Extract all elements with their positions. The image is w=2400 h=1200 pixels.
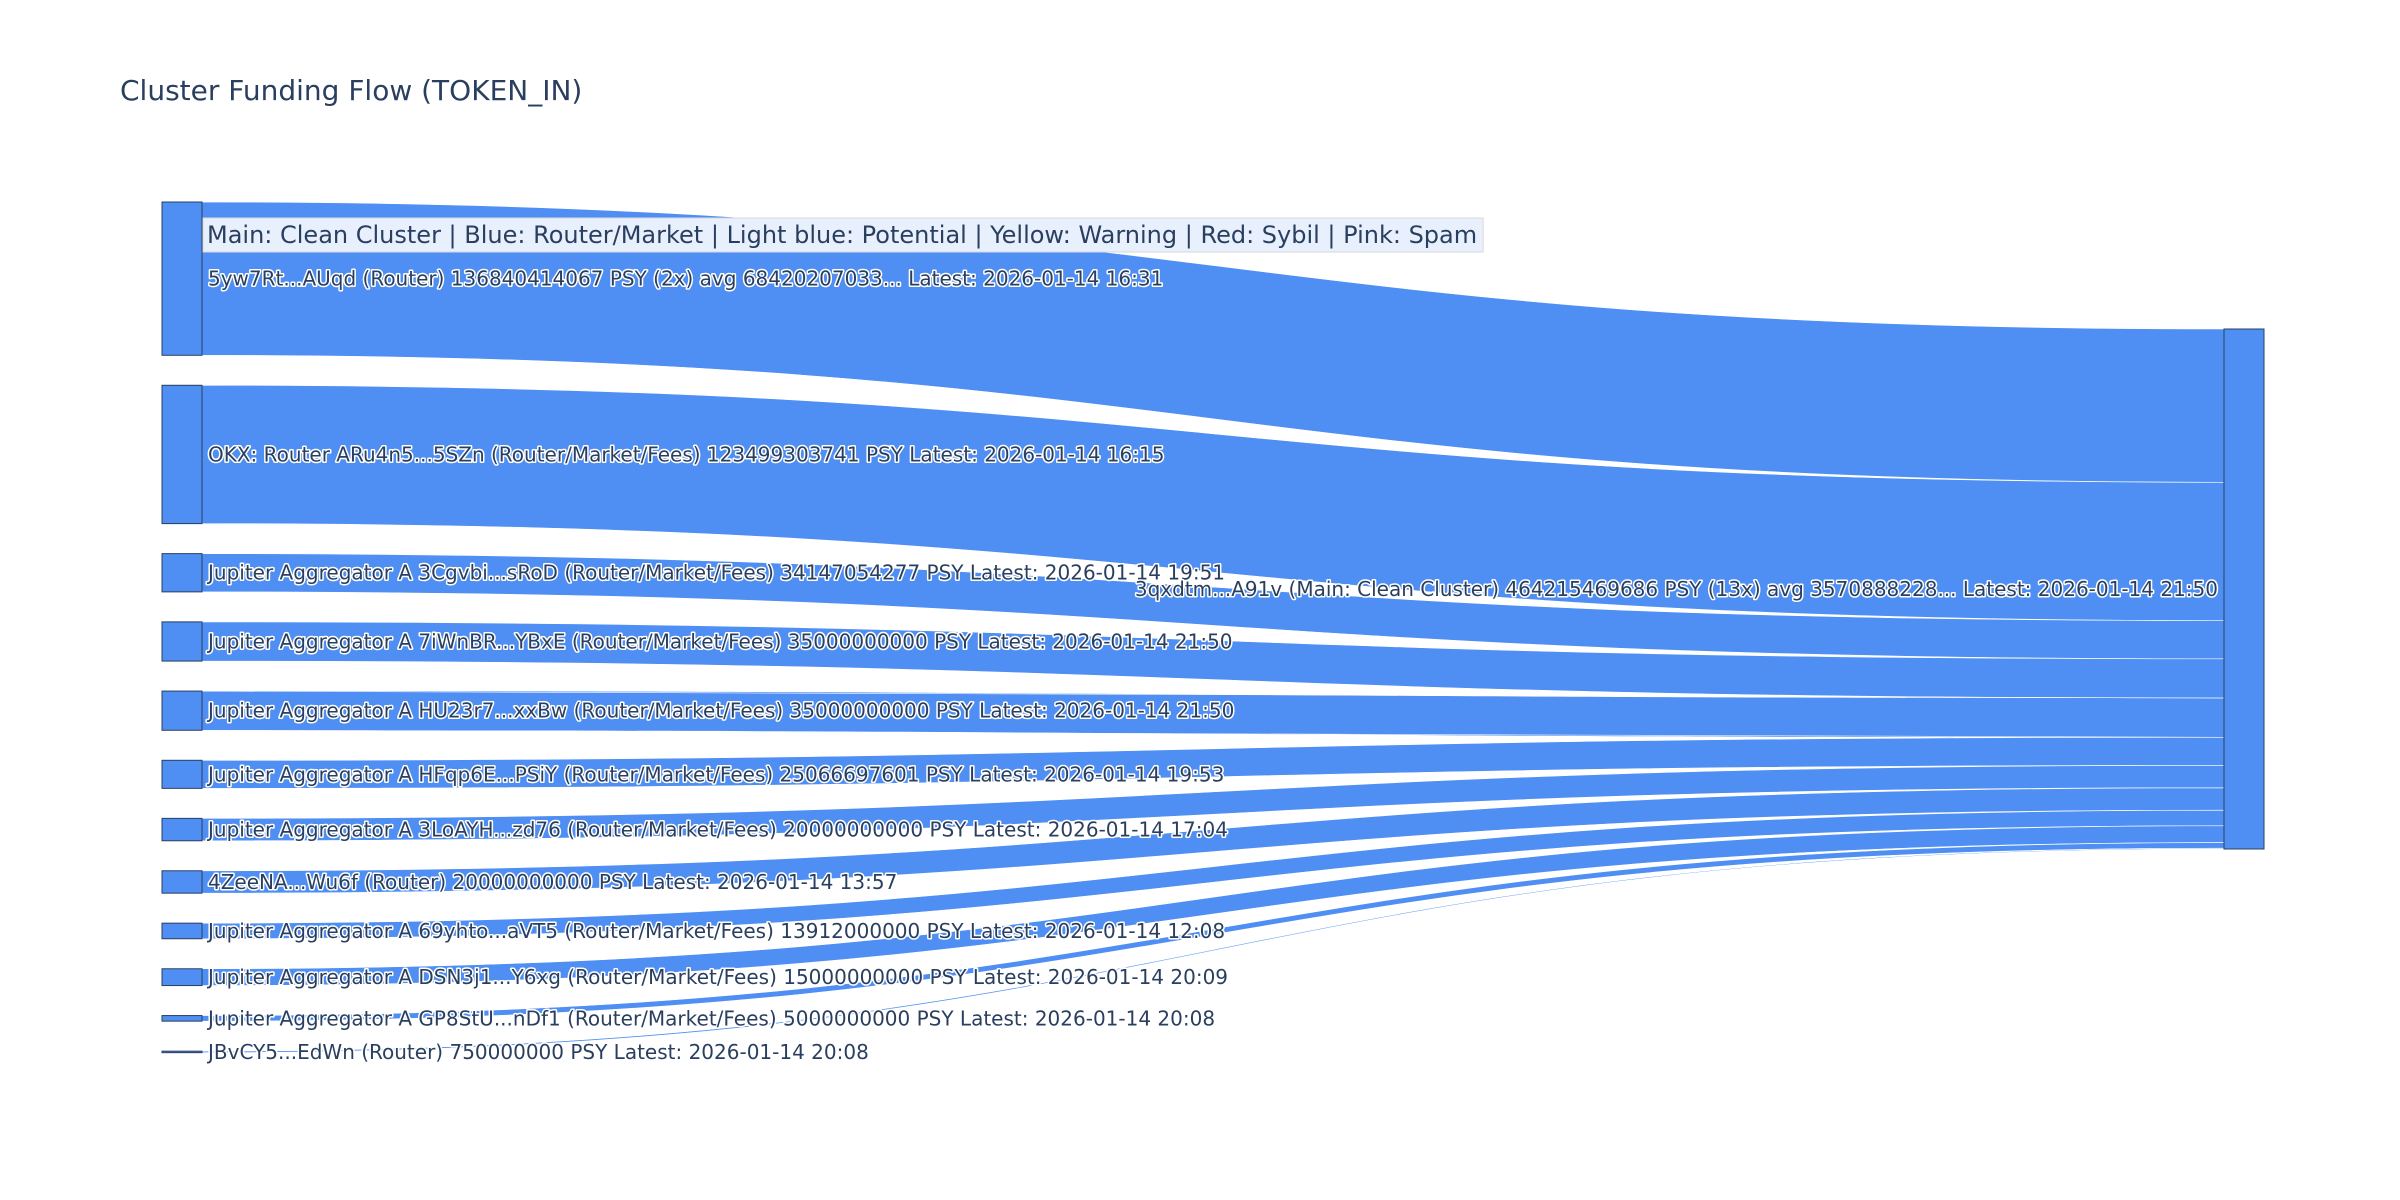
sankey-source-label: 5yw7Rt...AUqd (Router) 136840414067 PSY … — [208, 267, 1163, 291]
sankey-source-node[interactable] — [161, 553, 203, 593]
links-layer — [201, 201, 2225, 1053]
sankey-source-label: Jupiter Aggregator A DSN3j1...Y6xg (Rout… — [206, 965, 1228, 989]
sankey-source-node[interactable] — [161, 922, 203, 940]
sankey-source-node[interactable] — [161, 201, 203, 356]
sankey-source-node[interactable] — [161, 870, 203, 894]
sankey-source-label: OKX: Router ARu4n5...5SZn (Router/Market… — [208, 442, 1164, 466]
legend-note-background — [202, 217, 1484, 253]
sankey-source-label: Jupiter Aggregator A HFqp6E...PSiY (Rout… — [206, 762, 1224, 786]
sankey-source-node[interactable] — [161, 621, 203, 662]
sankey-source-node[interactable] — [161, 690, 203, 731]
sankey-source-node[interactable] — [161, 759, 203, 789]
sankey-source-label: Jupiter Aggregator A 69yhto...aVT5 (Rout… — [206, 919, 1225, 943]
sankey-source-node[interactable] — [161, 817, 203, 842]
sankey-target-label: 3qxdtm...A91v (Main: Clean Cluster) 4642… — [1135, 577, 2218, 601]
sankey-source-label: Jupiter Aggregator A 7iWnBR...YBxE (Rout… — [206, 629, 1233, 653]
sankey-source-label: Jupiter Aggregator A HU23r7...xxBw (Rout… — [206, 699, 1234, 723]
sankey-source-label: Jupiter Aggregator A 3Cgvbi...sRoD (Rout… — [206, 561, 1225, 585]
chart-title: Cluster Funding Flow (TOKEN_IN) — [120, 74, 582, 107]
sankey-source-node[interactable] — [161, 384, 203, 525]
sankey-source-node[interactable] — [161, 1050, 203, 1054]
sankey-source-label: Jupiter Aggregator A 3LoAYH...zd76 (Rout… — [206, 818, 1228, 842]
legend-note: Main: Clean Cluster | Blue: Router/Marke… — [202, 217, 1484, 253]
sankey-source-label: 4ZeeNA...Wu6f (Router) 20000000000 PSY L… — [208, 870, 897, 894]
sankey-source-node[interactable] — [161, 968, 203, 987]
legend-note-text: Main: Clean Cluster | Blue: Router/Marke… — [207, 221, 1477, 249]
sankey-source-label: JBvCY5...EdWn (Router) 750000000 PSY Lat… — [206, 1040, 869, 1064]
sankey-source-node[interactable] — [161, 1015, 203, 1022]
sankey-target-node[interactable] — [2223, 328, 2265, 850]
nodes-layer — [161, 201, 2265, 1054]
sankey-source-label: Jupiter Aggregator A GP8StU...nDf1 (Rout… — [206, 1006, 1215, 1030]
labels-layer: 5yw7Rt...AUqd (Router) 136840414067 PSY … — [205, 265, 2220, 1065]
